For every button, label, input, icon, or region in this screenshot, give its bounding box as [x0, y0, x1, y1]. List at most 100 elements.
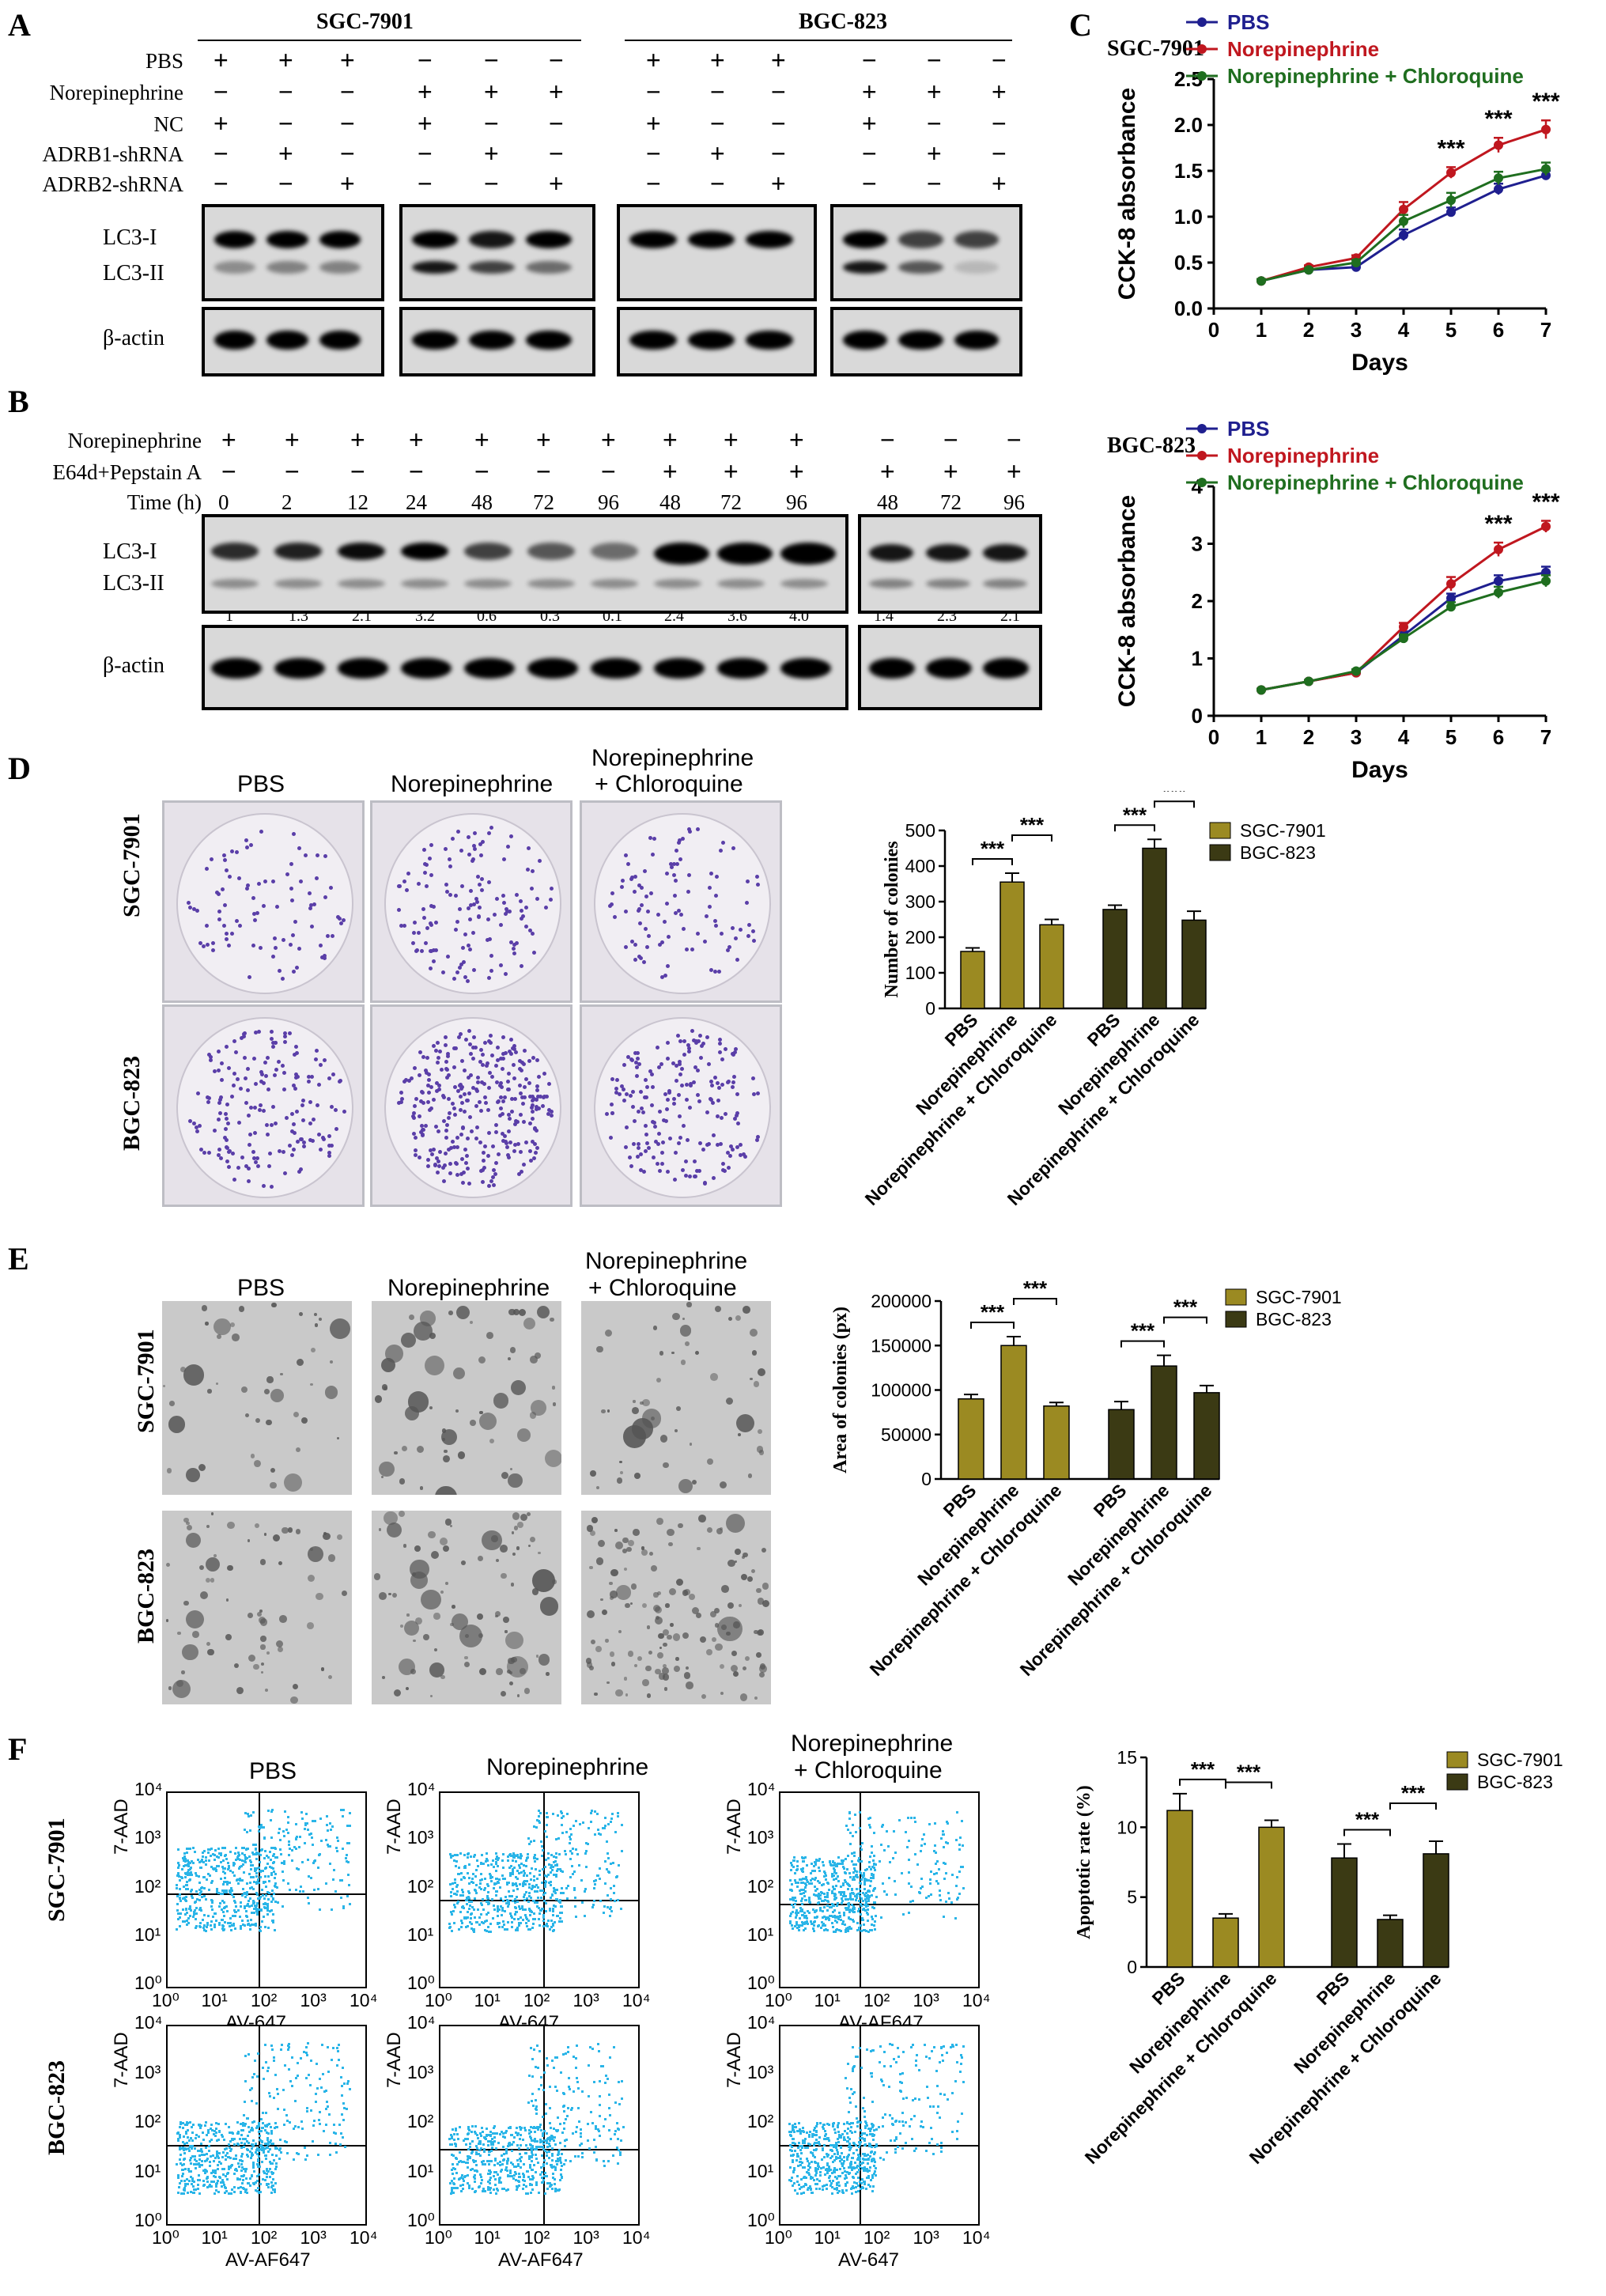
- colony-dot: [421, 1055, 425, 1060]
- colony-dot: [446, 1054, 451, 1059]
- colony-dot: [686, 1043, 690, 1048]
- flow-event-dot: [220, 2185, 223, 2188]
- flow-event-dot: [509, 1874, 512, 1877]
- colony-dot: [272, 936, 277, 940]
- flow-event-dot: [898, 1819, 901, 1822]
- panel-b-sign: −: [409, 457, 424, 486]
- colony-spot: [296, 1358, 304, 1367]
- colony-spot: [310, 1547, 314, 1551]
- panel-b-sign: −: [943, 426, 958, 454]
- actin-band: [464, 658, 515, 679]
- colony-spot: [259, 1616, 266, 1625]
- flow-event-dot: [287, 1854, 290, 1857]
- colony-spot: [444, 1449, 448, 1454]
- flow-event-dot: [801, 1859, 804, 1863]
- colony-dot: [501, 1057, 506, 1061]
- colony-dot: [337, 916, 342, 921]
- flow-event-dot: [245, 1882, 248, 1885]
- flow-event-dot: [956, 1811, 959, 1814]
- flow-event-dot: [497, 1908, 501, 1912]
- flow-event-dot: [550, 1925, 554, 1928]
- flow-event-dot: [191, 2139, 194, 2143]
- flow-event-dot: [851, 1878, 854, 1882]
- flow-event-dot: [223, 1889, 226, 1892]
- flow-event-dot: [536, 1886, 539, 1889]
- colony-dot: [664, 1119, 669, 1124]
- flow-event-dot: [176, 1903, 179, 1906]
- flow-event-dot: [799, 1889, 803, 1892]
- y-tick-label: 2.5: [1174, 67, 1203, 91]
- flow-event-dot: [199, 1906, 202, 1909]
- flow-event-dot: [246, 1902, 249, 1905]
- flow-event-dot: [848, 1832, 852, 1835]
- flow-event-dot: [243, 2143, 246, 2146]
- panel-a-sign: −: [340, 109, 355, 138]
- colony-dot: [701, 1041, 705, 1046]
- colony-dot: [615, 1077, 620, 1082]
- flow-event-dot: [266, 1875, 270, 1878]
- colony-spot: [398, 1659, 415, 1676]
- flow-event-dot: [554, 1859, 557, 1863]
- flow-event-dot: [894, 1893, 897, 1897]
- colony-spot: [648, 1650, 652, 1655]
- flow-event-dot: [497, 1925, 501, 1928]
- colony-dot: [512, 942, 517, 947]
- colony-dot: [423, 871, 428, 875]
- flow-event-dot: [312, 2124, 315, 2127]
- flow-event-dot: [959, 1836, 962, 1840]
- flow-event-dot: [456, 2163, 459, 2166]
- flow-event-dot: [510, 1925, 513, 1928]
- flow-event-dot: [861, 1919, 864, 1922]
- colony-dot: [274, 1040, 278, 1045]
- actin-band: [211, 658, 262, 679]
- flow-event-dot: [260, 2126, 263, 2129]
- flow-event-dot: [795, 1909, 799, 1912]
- flow-event-dot: [538, 1923, 541, 1927]
- flow-event-dot: [807, 1901, 811, 1904]
- flow-event-dot: [844, 1931, 847, 1934]
- colony-dot: [716, 970, 721, 974]
- flow-event-dot: [267, 2066, 270, 2069]
- colony-spot: [166, 1468, 172, 1473]
- flow-event-dot: [244, 2138, 247, 2141]
- flow-event-dot: [261, 2066, 264, 2069]
- colony-dot: [506, 1087, 511, 1092]
- flow-event-dot: [267, 2150, 270, 2153]
- flow-event-dot: [270, 2130, 274, 2133]
- colony-dot: [513, 1096, 518, 1101]
- flow-event-dot: [184, 2130, 187, 2133]
- colony-dot: [425, 1056, 430, 1061]
- flow-event-dot: [274, 1873, 278, 1876]
- flow-event-dot: [813, 1929, 816, 1932]
- colony-spot: [442, 1454, 450, 1462]
- colony-dish: [162, 1004, 365, 1207]
- flow-event-dot: [241, 2178, 244, 2181]
- colony-dot: [285, 872, 290, 877]
- legend-swatch: [1225, 1288, 1247, 1306]
- colony-dot: [501, 1035, 505, 1040]
- flow-event-dot: [201, 2160, 204, 2163]
- colony-spot: [380, 1475, 384, 1479]
- colony-spot: [686, 1681, 693, 1690]
- flow-event-dot: [310, 1836, 313, 1840]
- flow-event-dot: [504, 1909, 507, 1912]
- flow-event-dot: [860, 1904, 863, 1907]
- colony-spot: [605, 1330, 613, 1337]
- colony-dot: [468, 917, 473, 922]
- flow-event-dot: [214, 2131, 217, 2135]
- colony-spot: [523, 1317, 536, 1330]
- colony-dot: [220, 1061, 225, 1065]
- colony-dot: [451, 1101, 455, 1106]
- y-tick-label: 200000: [871, 1291, 931, 1311]
- flow-event-dot: [552, 1865, 555, 1868]
- data-point: [1494, 173, 1503, 183]
- colony-dot: [206, 1099, 210, 1104]
- flow-event-dot: [834, 1871, 837, 1874]
- flow-event-dot: [183, 2147, 187, 2150]
- flow-event-dot: [269, 2140, 272, 2143]
- colony-dot: [202, 1151, 206, 1156]
- flow-event-dot: [222, 1883, 225, 1886]
- colony-spot: [527, 1512, 531, 1517]
- flow-event-dot: [920, 1844, 924, 1848]
- flow-event-dot: [256, 1908, 259, 1911]
